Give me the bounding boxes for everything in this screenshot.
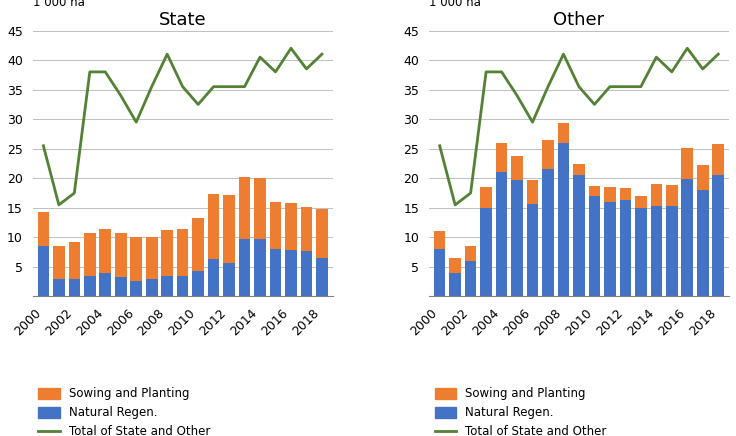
Bar [130, 280, 142, 296]
Bar [161, 230, 173, 276]
Bar [682, 148, 693, 180]
Bar [450, 273, 461, 296]
Bar [481, 208, 492, 296]
Bar [527, 204, 538, 296]
Bar [146, 279, 158, 296]
Bar [620, 188, 631, 200]
Bar [496, 143, 507, 172]
Legend: Sowing and Planting, Natural Regen., Total of State and Other: Sowing and Planting, Natural Regen., Tot… [38, 388, 210, 436]
Bar [192, 271, 204, 296]
Bar [300, 251, 312, 296]
Bar [573, 175, 584, 296]
Bar [604, 202, 616, 296]
Bar [285, 202, 297, 250]
Bar [238, 238, 250, 296]
Bar [223, 263, 235, 296]
Bar [620, 200, 631, 296]
Bar [512, 157, 523, 180]
Bar [269, 249, 281, 296]
Bar [115, 277, 127, 296]
Bar [558, 123, 569, 143]
Bar [712, 175, 724, 296]
Bar [177, 276, 188, 296]
Legend: Sowing and Planting, Natural Regen., Total of State and Other: Sowing and Planting, Natural Regen., Tot… [435, 388, 606, 436]
Bar [651, 184, 662, 206]
Text: 1 000 ha: 1 000 ha [32, 0, 85, 9]
Bar [38, 246, 49, 296]
Bar [269, 202, 281, 249]
Bar [450, 258, 461, 273]
Bar [38, 212, 49, 246]
Bar [223, 195, 235, 263]
Bar [589, 196, 601, 296]
Bar [666, 206, 678, 296]
Bar [697, 190, 709, 296]
Bar [481, 187, 492, 208]
Bar [316, 209, 328, 258]
Bar [604, 187, 616, 202]
Bar [254, 178, 266, 239]
Bar [300, 207, 312, 251]
Bar [99, 228, 111, 273]
Bar [465, 261, 476, 296]
Bar [84, 276, 96, 296]
Bar [285, 250, 297, 296]
Bar [542, 170, 553, 296]
Bar [712, 144, 724, 175]
Bar [635, 208, 647, 296]
Title: State: State [159, 11, 207, 29]
Bar [316, 258, 328, 296]
Bar [254, 239, 266, 296]
Bar [208, 259, 219, 296]
Bar [465, 246, 476, 261]
Bar [434, 249, 445, 296]
Bar [53, 279, 65, 296]
Bar [208, 194, 219, 259]
Bar [68, 242, 80, 279]
Bar [558, 143, 569, 296]
Bar [84, 233, 96, 276]
Bar [635, 196, 647, 208]
Bar [589, 186, 601, 196]
Text: 1 000 ha: 1 000 ha [429, 0, 481, 9]
Bar [99, 273, 111, 296]
Bar [666, 185, 678, 206]
Bar [496, 172, 507, 296]
Bar [146, 237, 158, 279]
Bar [130, 237, 142, 280]
Bar [682, 180, 693, 296]
Bar [192, 218, 204, 271]
Bar [697, 165, 709, 190]
Bar [177, 228, 188, 276]
Bar [115, 233, 127, 277]
Bar [434, 232, 445, 249]
Bar [573, 164, 584, 175]
Bar [512, 180, 523, 296]
Bar [53, 246, 65, 279]
Bar [68, 279, 80, 296]
Bar [238, 177, 250, 238]
Title: Other: Other [553, 11, 604, 29]
Bar [161, 276, 173, 296]
Bar [542, 140, 553, 170]
Bar [651, 206, 662, 296]
Bar [527, 180, 538, 204]
